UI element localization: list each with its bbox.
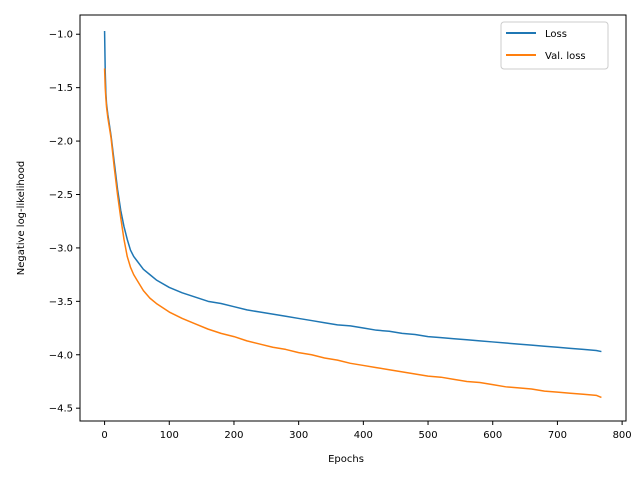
- x-tick-label: 700: [548, 430, 567, 441]
- x-tick-label: 200: [224, 430, 243, 441]
- x-tick-label: 300: [289, 430, 308, 441]
- legend: Loss Val. loss: [500, 21, 609, 70]
- legend-label-val-loss: Val. loss: [545, 51, 586, 62]
- y-tick-label: −2.5: [49, 190, 73, 201]
- axes-frame: [79, 14, 627, 422]
- x-tick-label: 600: [483, 430, 502, 441]
- y-tick-label: −1.5: [49, 83, 73, 94]
- x-tick-label: 800: [613, 430, 632, 441]
- y-tick-label: −4.5: [49, 404, 73, 415]
- y-axis-title: Negative log-likelihood: [16, 161, 27, 276]
- y-axis: −1.0 −1.5 −2.0 −2.5 −3.0 −3.5 −4.0 −4.5: [49, 30, 80, 415]
- y-tick-label: −3.0: [49, 243, 73, 254]
- plot-area: [79, 14, 627, 422]
- y-tick-label: −4.0: [49, 350, 73, 361]
- x-tick-label: 400: [354, 430, 373, 441]
- series-line-1: [103, 68, 602, 399]
- x-axis-title: Epochs: [328, 454, 364, 465]
- legend-label-loss: Loss: [545, 29, 567, 40]
- x-axis: 0 100 200 300 400 500 600 700 800: [101, 421, 632, 441]
- y-tick-label: −3.5: [49, 297, 73, 308]
- x-tick-label: 100: [160, 430, 179, 441]
- x-tick-label: 0: [101, 430, 107, 441]
- y-tick-label: −1.0: [49, 30, 73, 41]
- x-tick-label: 500: [418, 430, 437, 441]
- series-line-0: [103, 31, 602, 353]
- y-tick-label: −2.0: [49, 137, 73, 148]
- series-layer: [103, 31, 602, 399]
